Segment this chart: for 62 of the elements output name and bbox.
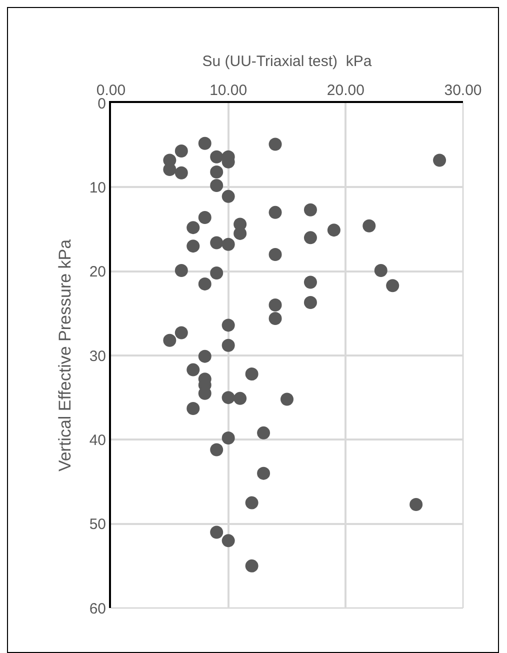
point — [210, 166, 224, 179]
point — [222, 318, 235, 332]
x-axis-title: Su (UU-Triaxial test) kPa — [202, 52, 372, 70]
point — [374, 264, 388, 277]
point — [174, 326, 188, 340]
point — [186, 221, 200, 234]
point — [245, 368, 258, 381]
point — [234, 392, 247, 405]
y-tick-label: 40 — [89, 432, 106, 449]
point — [280, 392, 294, 406]
point — [198, 210, 212, 224]
point — [174, 264, 188, 277]
point — [327, 224, 340, 237]
point — [174, 144, 188, 158]
point — [304, 231, 317, 244]
point — [304, 296, 317, 309]
point — [222, 338, 235, 352]
point — [257, 466, 270, 480]
point — [174, 166, 188, 180]
y-axis-title: Vertical Effective Pressure kPa — [55, 238, 74, 472]
point — [163, 334, 176, 347]
point — [198, 136, 212, 150]
point — [433, 154, 446, 167]
point — [222, 391, 235, 404]
point — [186, 363, 200, 376]
point — [410, 498, 423, 511]
point — [198, 350, 212, 363]
point — [222, 534, 235, 548]
point — [362, 219, 376, 232]
point — [210, 236, 224, 250]
point — [386, 279, 400, 292]
point — [222, 238, 235, 251]
x-tick-label: 20.00 — [326, 82, 364, 99]
point — [268, 298, 282, 312]
y-tick-label: 30 — [89, 348, 106, 365]
point — [210, 443, 224, 456]
point — [245, 496, 258, 510]
point — [257, 426, 270, 440]
point — [222, 431, 235, 444]
point — [210, 178, 224, 192]
point — [268, 138, 282, 151]
point — [268, 248, 282, 261]
point — [210, 526, 224, 539]
point — [210, 266, 224, 280]
x-tick-label: 10.00 — [210, 82, 248, 99]
point — [245, 559, 258, 572]
y-tick-label: 10 — [89, 179, 106, 196]
point — [210, 150, 224, 164]
point — [186, 240, 200, 253]
point — [163, 162, 176, 176]
point — [222, 190, 235, 203]
point — [268, 312, 282, 325]
y-tick-label: 60 — [89, 600, 106, 618]
point — [268, 206, 282, 219]
y-tick-label: 20 — [89, 264, 106, 281]
x-tick-label: 30.00 — [444, 82, 482, 99]
point — [304, 203, 317, 216]
point — [234, 226, 247, 240]
point — [186, 402, 200, 416]
y-tick-label: 50 — [89, 516, 106, 534]
point — [198, 277, 212, 290]
point — [304, 276, 317, 289]
